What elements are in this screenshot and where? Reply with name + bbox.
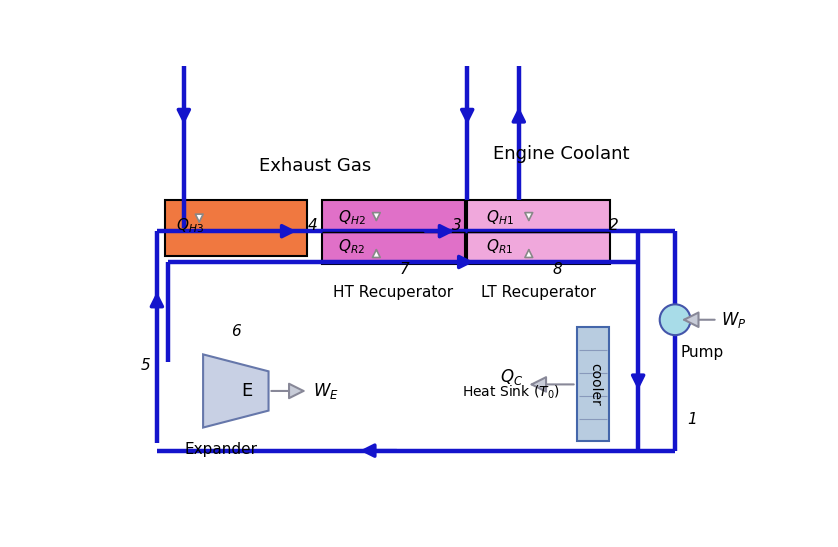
Text: cooler: cooler — [588, 363, 602, 406]
Text: Expander: Expander — [184, 441, 257, 457]
Text: $Q_{H3}$: $Q_{H3}$ — [176, 217, 204, 235]
Text: 1: 1 — [687, 412, 697, 427]
Text: Engine Coolant: Engine Coolant — [493, 145, 629, 163]
Text: $Q_{R2}$: $Q_{R2}$ — [339, 237, 365, 256]
Text: 3: 3 — [453, 218, 462, 234]
Text: Heat Sink ($T_0$): Heat Sink ($T_0$) — [462, 383, 560, 401]
Text: 4: 4 — [308, 218, 318, 234]
Text: Pump: Pump — [680, 345, 724, 359]
Text: $W_P$: $W_P$ — [722, 310, 747, 330]
Text: 6: 6 — [231, 324, 241, 339]
Bar — [323, 200, 465, 264]
Text: 2: 2 — [608, 218, 618, 234]
Bar — [468, 200, 610, 264]
Circle shape — [660, 304, 691, 335]
Text: $Q_C$: $Q_C$ — [499, 366, 523, 387]
Text: $Q_{H2}$: $Q_{H2}$ — [338, 208, 365, 226]
Text: E: E — [241, 382, 252, 400]
Text: LT Recuperator: LT Recuperator — [480, 286, 596, 300]
Text: 8: 8 — [552, 262, 562, 277]
Polygon shape — [203, 354, 268, 428]
Text: $Q_{R1}$: $Q_{R1}$ — [486, 237, 513, 256]
Text: $W_E$: $W_E$ — [313, 381, 339, 401]
Text: $Q_{H1}$: $Q_{H1}$ — [486, 208, 514, 226]
Text: Exhaust Gas: Exhaust Gas — [259, 157, 371, 174]
Bar — [164, 200, 307, 256]
Text: HT Recuperator: HT Recuperator — [334, 286, 453, 300]
Bar — [577, 328, 609, 441]
Text: 5: 5 — [141, 358, 150, 374]
Text: 7: 7 — [400, 262, 410, 277]
